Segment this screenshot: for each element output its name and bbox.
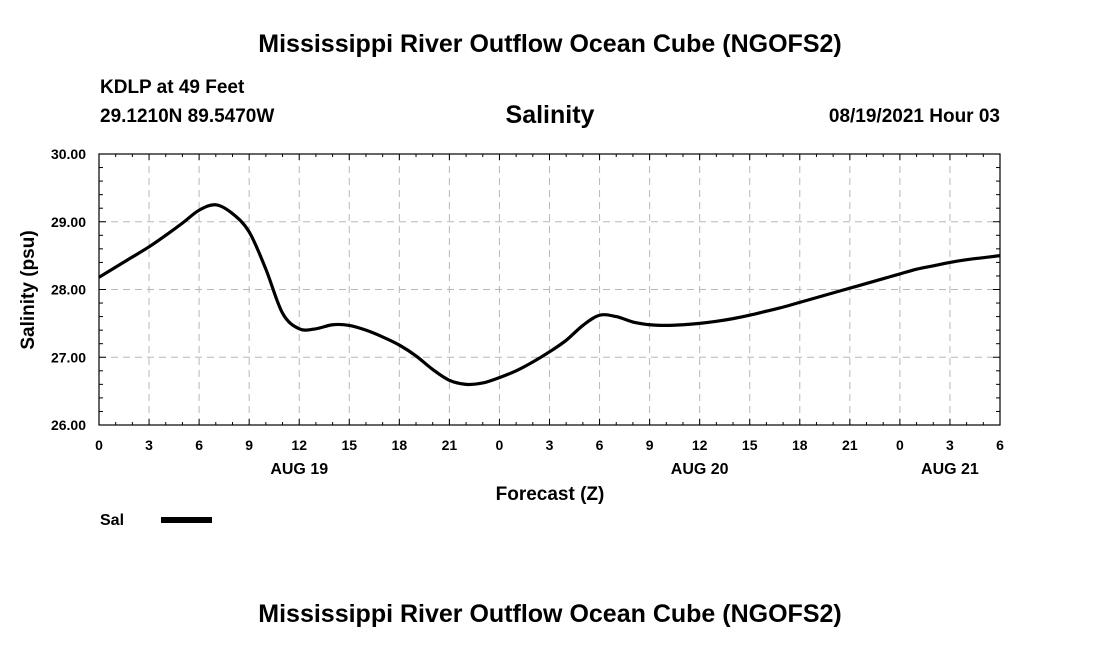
x-tick-label: 0 xyxy=(95,437,103,453)
x-tick-label: 6 xyxy=(996,437,1004,453)
x-tick-label: 3 xyxy=(546,437,554,453)
x-tick-label: 3 xyxy=(145,437,153,453)
station-label: KDLP at 49 Feet xyxy=(100,77,245,98)
chart-grid xyxy=(99,154,1000,425)
x-tick-label: 3 xyxy=(946,437,954,453)
y-tick-label: 27.00 xyxy=(51,349,86,365)
main-title: Mississippi River Outflow Ocean Cube (NG… xyxy=(258,30,842,58)
chart-title: Salinity xyxy=(505,101,595,129)
x-tick-label: 18 xyxy=(392,437,408,453)
y-axis-label: Salinity (psu) xyxy=(18,230,39,349)
x-date-label: AUG 21 xyxy=(921,461,979,478)
y-tick-label: 28.00 xyxy=(51,282,86,298)
axis-ticks xyxy=(98,153,1001,426)
y-tick-label: 30.00 xyxy=(51,146,86,162)
station-coordinates: 29.1210N 89.5470W xyxy=(100,106,275,127)
x-tick-label: 6 xyxy=(195,437,203,453)
legend-label-sal: Sal xyxy=(100,512,124,529)
x-tick-label: 15 xyxy=(341,437,357,453)
x-axis-label: Forecast (Z) xyxy=(496,484,605,505)
footer-title: Mississippi River Outflow Ocean Cube (NG… xyxy=(258,600,842,628)
y-tick-label: 26.00 xyxy=(51,417,86,433)
x-date-label: AUG 20 xyxy=(671,461,729,478)
series-layer xyxy=(98,203,1001,387)
x-date-label: AUG 19 xyxy=(270,461,328,478)
axis-labels: 0 3 6 9 12 15 18 21 0 3 6 9 12 15 18 21 0 3 6 AUG 19 AUG 20 A… xyxy=(51,146,1004,478)
x-tick-label: 9 xyxy=(646,437,654,453)
x-tick-label: 21 xyxy=(842,437,858,453)
x-tick-label: 0 xyxy=(496,437,504,453)
x-tick-label: 12 xyxy=(291,437,307,453)
x-tick-label: 0 xyxy=(896,437,904,453)
x-tick-label: 9 xyxy=(245,437,253,453)
y-tick-label: 29.00 xyxy=(51,214,86,230)
x-tick-label: 15 xyxy=(742,437,758,453)
legend: Sal xyxy=(100,512,212,529)
forecast-timestamp: 08/19/2021 Hour 03 xyxy=(828,106,1000,127)
x-tick-label: 12 xyxy=(692,437,708,453)
x-tick-label: 21 xyxy=(442,437,458,453)
series-line-sal xyxy=(98,203,1001,387)
x-tick-label: 18 xyxy=(792,437,808,453)
x-tick-label: 6 xyxy=(596,437,604,453)
